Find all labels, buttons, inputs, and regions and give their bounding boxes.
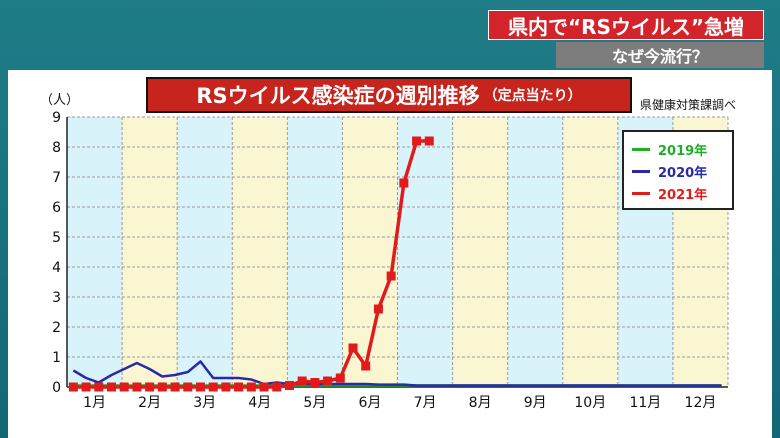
data-point-2021: [348, 343, 358, 353]
data-point-2021: [246, 382, 256, 392]
data-point-2021: [412, 136, 422, 146]
subhead-text: なぜ今流行？: [611, 47, 708, 66]
legend-swatch-2020: [632, 169, 650, 173]
month-band: [232, 117, 288, 387]
data-point-2021: [221, 382, 231, 392]
data-point-2021: [94, 382, 104, 392]
data-point-2021: [195, 382, 205, 392]
data-point-2021: [81, 382, 91, 392]
data-point-2021: [106, 382, 116, 392]
month-band: [397, 117, 453, 387]
data-point-2021: [399, 178, 409, 188]
series-line-2020年: [72, 360, 722, 387]
x-tick-label: 3月: [193, 395, 216, 411]
legend-entry-2019: 2019年: [632, 138, 724, 160]
y-tick-label: 2: [52, 320, 61, 336]
data-point-2021: [272, 382, 282, 392]
x-tick-label: 2月: [138, 395, 161, 411]
data-point-2021: [119, 382, 129, 392]
x-tick-label: 1月: [83, 395, 106, 411]
legend-entry-2020: 2020年: [632, 160, 724, 182]
subhead-banner: なぜ今流行？: [556, 42, 764, 68]
x-tick-label: 12月: [685, 395, 717, 411]
legend-label-2021: 2021年: [658, 187, 708, 203]
chart-subtitle: （定点当たり）: [483, 88, 582, 104]
x-tick-label: 6月: [358, 395, 381, 411]
y-tick-label: 5: [52, 230, 61, 246]
legend-label-2019: 2019年: [658, 143, 708, 159]
headline-text: 県内で“RSウイルス”急増: [507, 14, 745, 39]
data-point-2021: [297, 376, 307, 386]
data-point-2021: [183, 382, 193, 392]
x-tick-label: 8月: [469, 395, 492, 411]
x-tick-label: 7月: [414, 395, 437, 411]
headline-banner: 県内で“RSウイルス”急増: [488, 10, 764, 40]
month-band: [507, 117, 563, 387]
legend-label-2020: 2020年: [658, 165, 708, 181]
month-band: [177, 117, 233, 387]
y-tick-label: 3: [52, 290, 61, 306]
month-band: [287, 117, 343, 387]
month-band: [67, 117, 123, 387]
chart-source: 県健康対策課調べ: [640, 98, 737, 112]
data-point-2021: [335, 373, 345, 383]
data-point-2021: [208, 382, 218, 392]
month-band: [122, 117, 178, 387]
data-point-2021: [373, 304, 383, 314]
y-tick-label: 9: [52, 110, 61, 126]
y-unit-label: （人）: [40, 93, 80, 108]
data-point-2021: [68, 382, 78, 392]
data-point-2021: [323, 376, 333, 386]
data-point-2021: [170, 382, 180, 392]
data-point-2021: [157, 382, 167, 392]
chart-title: RSウイルス感染症の週別推移: [196, 84, 480, 108]
data-point-2021: [234, 382, 244, 392]
data-point-2021: [361, 361, 371, 371]
data-point-2021: [132, 382, 142, 392]
data-point-2021: [310, 378, 320, 387]
month-band: [452, 117, 508, 387]
legend-entry-2021: 2021年: [632, 182, 724, 204]
legend-swatch-2021: [632, 191, 650, 195]
chart-legend: 2019年 2020年 2021年: [622, 130, 734, 210]
y-tick-label: 4: [52, 260, 61, 276]
x-tick-label: 5月: [303, 395, 326, 411]
data-point-2021: [145, 382, 155, 392]
month-band: [562, 117, 618, 387]
data-point-2021: [259, 382, 269, 392]
y-tick-label: 6: [52, 200, 61, 216]
x-tick-label: 9月: [524, 395, 547, 411]
data-point-2021: [424, 136, 434, 146]
chart-title-box: RSウイルス感染症の週別推移 （定点当たり）: [146, 77, 632, 113]
x-tick-label: 10月: [574, 395, 606, 411]
y-tick-label: 8: [52, 140, 61, 156]
x-tick-label: 11月: [629, 395, 661, 411]
data-point-2021: [386, 271, 396, 281]
legend-swatch-2019: [632, 147, 650, 151]
x-tick-label: 4月: [248, 395, 271, 411]
y-tick-label: 0: [52, 380, 61, 396]
data-point-2021: [284, 381, 294, 390]
y-tick-label: 1: [52, 350, 61, 366]
y-tick-label: 7: [52, 170, 61, 186]
